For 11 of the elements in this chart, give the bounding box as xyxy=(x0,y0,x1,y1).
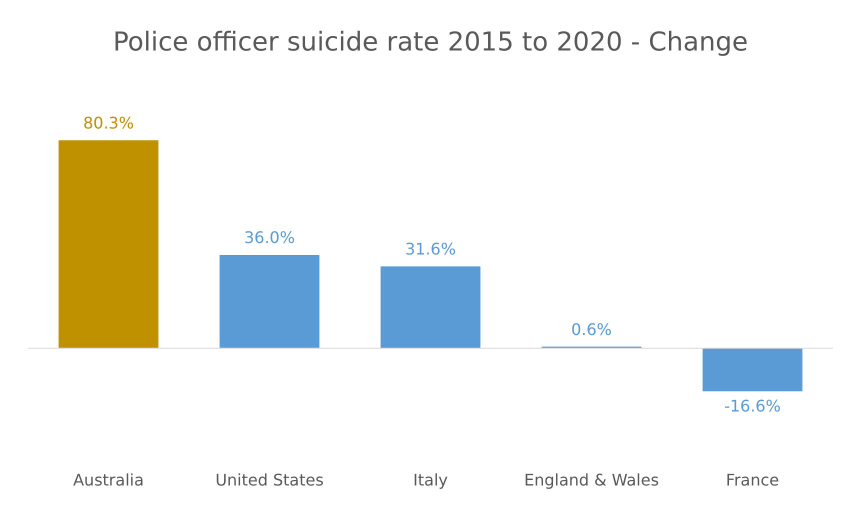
data-label: -16.6% xyxy=(724,396,781,416)
x-tick-label: United States xyxy=(215,470,324,490)
x-tick-label: England & Wales xyxy=(524,470,659,490)
x-tick-label: France xyxy=(726,470,780,490)
data-label: 36.0% xyxy=(244,228,295,248)
data-label: 0.6% xyxy=(571,320,612,339)
x-tick-label: Australia xyxy=(73,470,144,490)
chart-title: Police officer suicide rate 2015 to 2020 - Change xyxy=(113,27,748,58)
data-label: 31.6% xyxy=(405,240,456,259)
x-tick-label: Italy xyxy=(413,470,448,490)
data-label: 80.3% xyxy=(83,113,134,132)
